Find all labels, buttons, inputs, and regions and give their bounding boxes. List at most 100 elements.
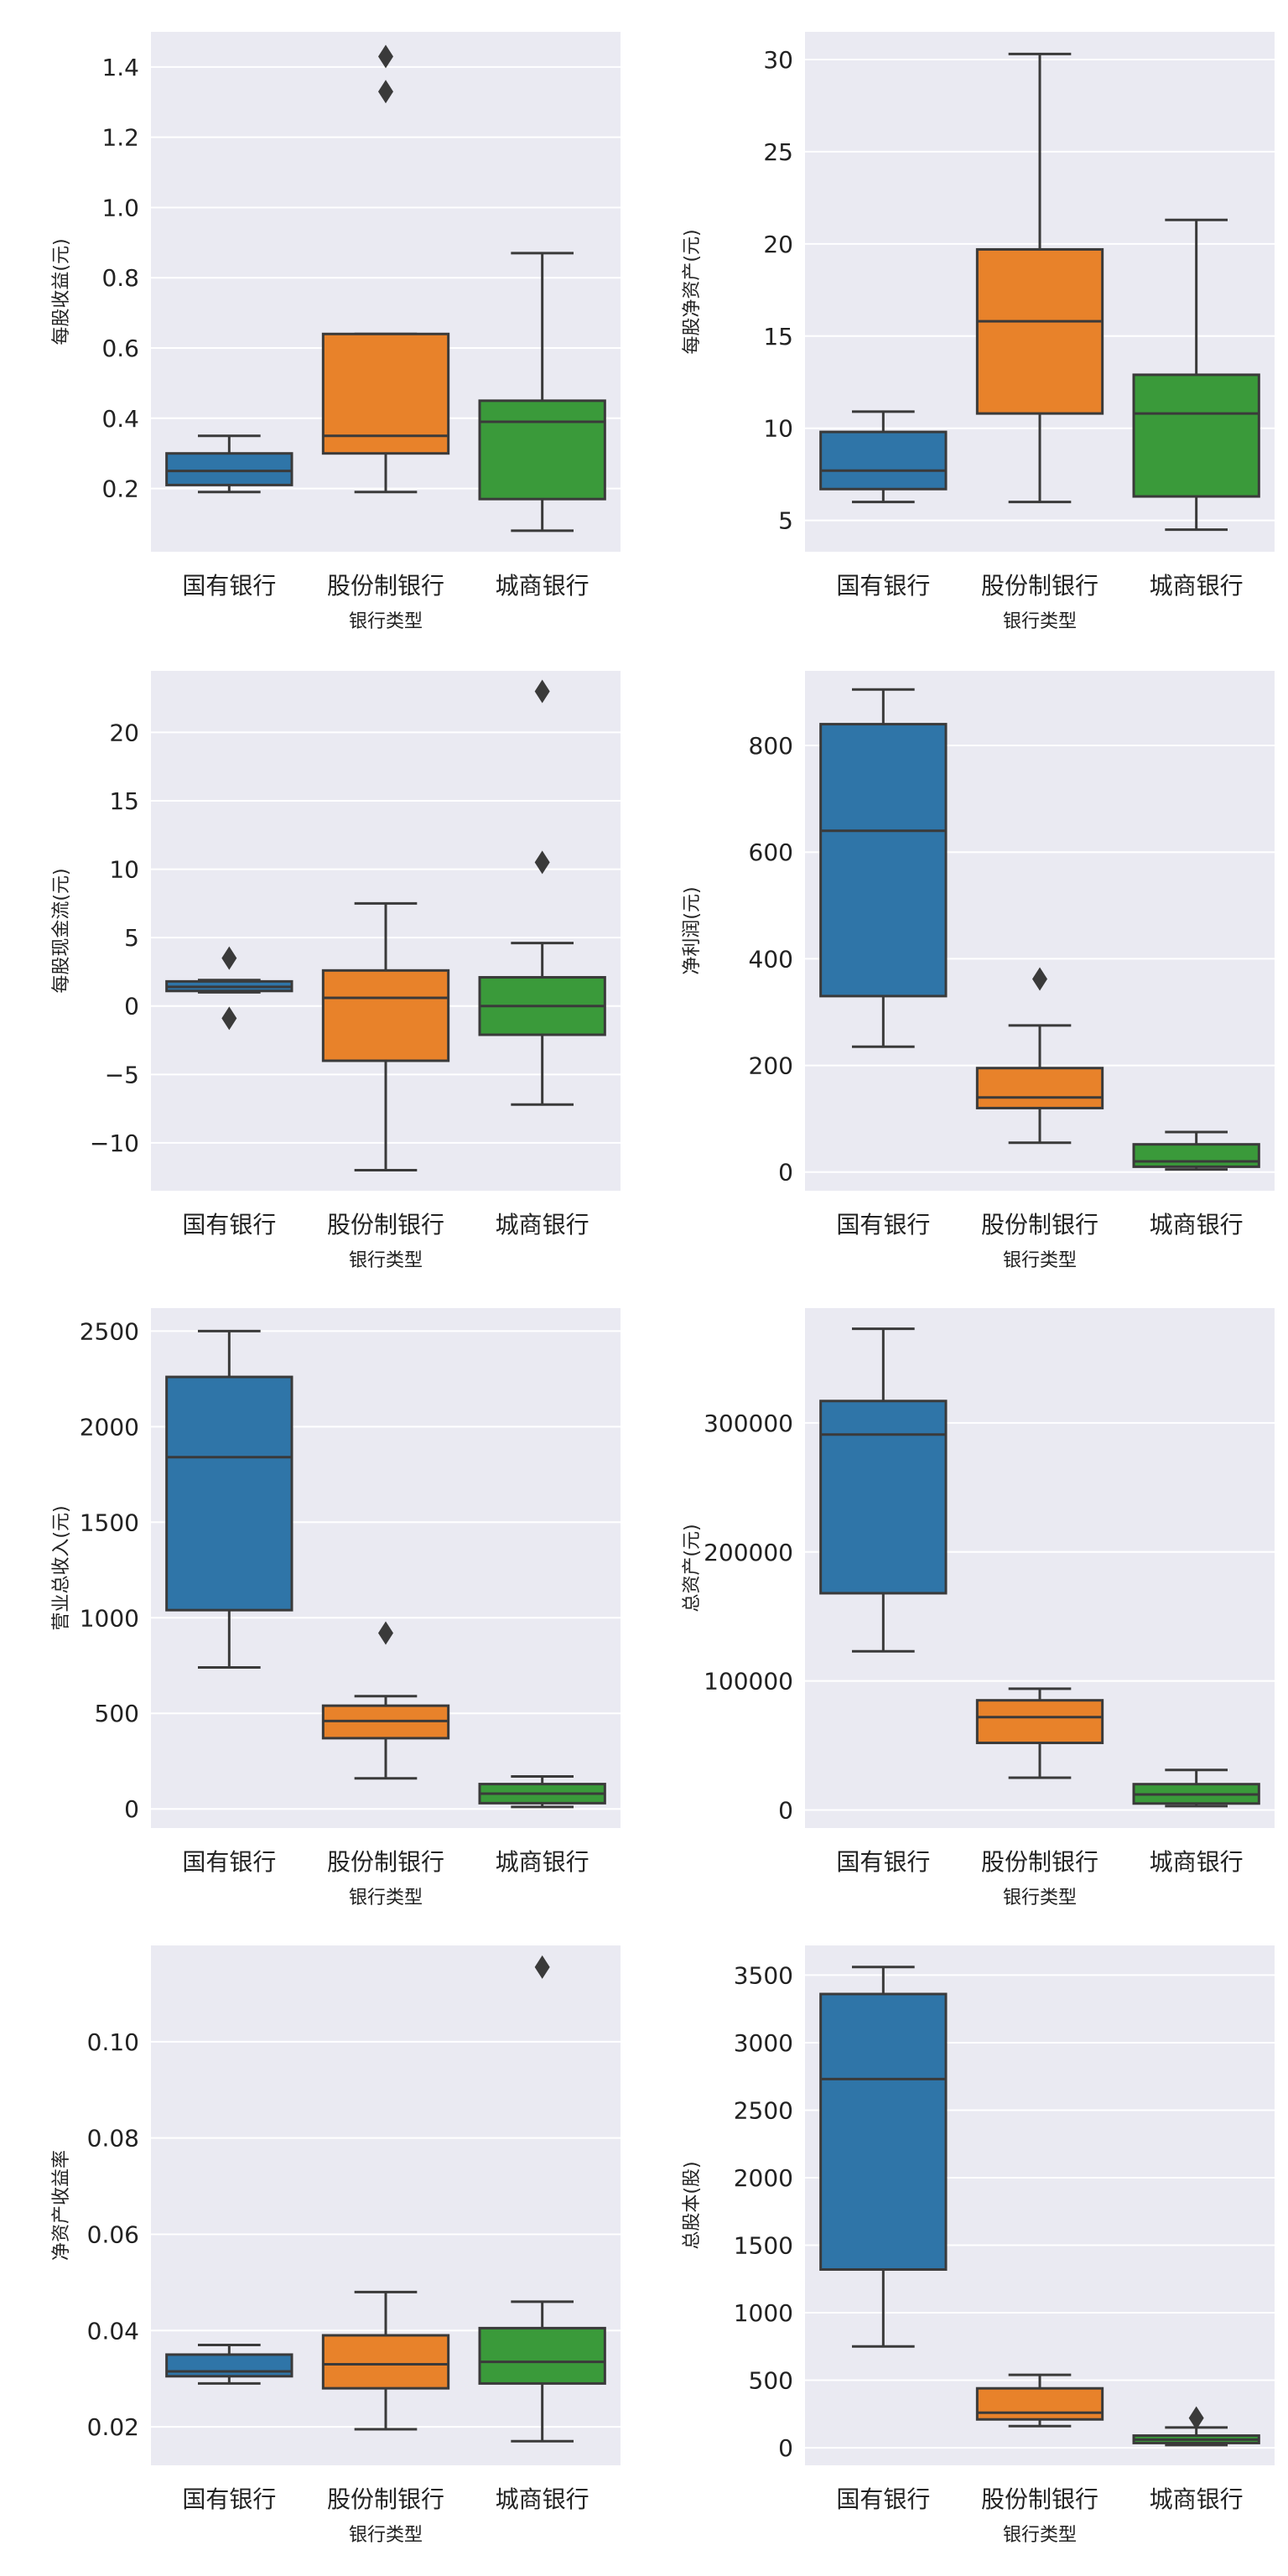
box-3	[1132, 1143, 1260, 1168]
y-tick-label: 3500	[734, 1961, 793, 1989]
box-2	[975, 1067, 1104, 1109]
y-tick-label: 500	[95, 1700, 139, 1727]
y-tick-label: 2000	[734, 2164, 793, 2192]
x-axis-label: 银行类型	[349, 1888, 423, 1909]
y-tick-label: 500	[749, 2367, 793, 2395]
y-tick-label: 10	[763, 415, 793, 443]
x-tick-label: 城商银行	[1150, 2485, 1244, 2513]
box-1	[819, 1400, 948, 1595]
x-tick-label: 城商银行	[496, 1848, 589, 1876]
y-tick-label: 1500	[80, 1509, 139, 1536]
y-tick-label: 0.2	[101, 475, 139, 503]
x-axis-label: 银行类型	[349, 611, 423, 632]
y-tick-label: 400	[749, 945, 793, 973]
x-tick-label: 股份制银行	[327, 572, 444, 600]
x-tick-label: 股份制银行	[981, 1211, 1098, 1239]
y-tick-label: 200	[749, 1052, 793, 1080]
box-1	[165, 2353, 293, 2378]
y-tick-label: 0.04	[87, 2317, 139, 2345]
y-tick-label: −10	[90, 1130, 139, 1157]
y-tick-label: 1.0	[101, 194, 139, 221]
y-tick-label: 2000	[80, 1413, 139, 1441]
x-tick-label: 股份制银行	[981, 572, 1098, 600]
y-tick-label: 800	[749, 732, 793, 760]
y-tick-label: 300000	[704, 1410, 793, 1437]
y-tick-label: 15	[763, 323, 793, 351]
y-tick-label: 30	[763, 46, 793, 74]
box-2	[321, 2334, 450, 2390]
x-axis-label: 银行类型	[1003, 1250, 1077, 1271]
x-tick-label: 城商银行	[496, 2485, 589, 2513]
y-tick-label: 20	[763, 231, 793, 258]
y-axis-label: 营业总收入(元)	[51, 1505, 72, 1630]
x-tick-label: 国有银行	[836, 1211, 930, 1239]
outlier-point	[221, 1006, 237, 1031]
outlier-point	[1032, 967, 1047, 991]
y-tick-label: 2500	[734, 2096, 793, 2124]
x-tick-label: 国有银行	[182, 2485, 276, 2513]
outlier-point	[1188, 2406, 1204, 2430]
box-2	[321, 969, 450, 1062]
box-2	[321, 332, 450, 455]
box-1	[819, 723, 948, 998]
x-tick-label: 股份制银行	[327, 2485, 444, 2513]
y-axis-label: 每股净资产(元)	[682, 229, 703, 354]
y-tick-label: 1.2	[101, 124, 139, 152]
y-tick-label: 100000	[704, 1668, 793, 1696]
y-tick-label: 10	[109, 856, 139, 884]
outlier-point	[378, 1621, 393, 1645]
box-2	[975, 2386, 1104, 2421]
x-tick-label: 城商银行	[1150, 572, 1244, 600]
outlier-point	[534, 679, 550, 704]
box-1	[819, 1992, 948, 2271]
y-tick-label: 0.6	[101, 335, 139, 362]
y-tick-label: −5	[105, 1061, 139, 1088]
y-tick-label: 1000	[80, 1604, 139, 1632]
x-tick-label: 城商银行	[496, 572, 589, 600]
x-tick-label: 股份制银行	[327, 1848, 444, 1876]
outlier-point	[378, 80, 393, 104]
x-axis-label: 银行类型	[349, 2525, 423, 2546]
x-tick-label: 国有银行	[836, 1848, 930, 1876]
y-axis-label: 每股收益(元)	[51, 238, 72, 345]
boxplot-panel-8: 0 500 1000 1500 2000 2500 3000 3500 国有银行 股份制银行 城商银…	[682, 1945, 1275, 2546]
y-tick-label: 1500	[734, 2232, 793, 2260]
y-tick-label: 0.02	[87, 2413, 139, 2441]
y-tick-label: 15	[109, 787, 139, 815]
x-tick-label: 城商银行	[496, 1211, 589, 1239]
y-tick-label: 1000	[734, 2299, 793, 2327]
outlier-point	[378, 44, 393, 69]
x-tick-label: 国有银行	[836, 2485, 930, 2513]
y-tick-label: 0	[778, 1796, 793, 1824]
y-axis-label: 总股本(股)	[682, 2161, 703, 2249]
box-1	[165, 1375, 293, 1612]
y-axis-label: 净资产收益率	[51, 2150, 72, 2261]
outlier-point	[534, 1955, 550, 1979]
y-tick-label: 0.10	[87, 2028, 139, 2056]
box-1	[165, 452, 293, 486]
y-tick-label: 20	[109, 719, 139, 746]
y-axis-label: 总资产(元)	[682, 1524, 703, 1612]
y-tick-label: 0.06	[87, 2220, 139, 2248]
y-tick-label: 0	[124, 993, 139, 1021]
y-tick-label: 0.8	[101, 264, 139, 292]
x-axis-label: 银行类型	[1003, 2525, 1077, 2546]
x-tick-label: 国有银行	[836, 572, 930, 600]
y-tick-label: 0	[778, 2434, 793, 2462]
y-tick-label: 5	[778, 507, 793, 535]
y-tick-label: 0	[124, 1795, 139, 1823]
box-2	[975, 1699, 1104, 1744]
box-3	[478, 399, 606, 501]
outlier-point	[221, 946, 237, 970]
y-tick-label: 1.4	[101, 54, 139, 81]
x-tick-label: 城商银行	[1150, 1211, 1244, 1239]
x-tick-label: 股份制银行	[327, 1211, 444, 1239]
x-tick-label: 国有银行	[182, 1848, 276, 1876]
x-axis-label: 银行类型	[349, 1250, 423, 1271]
